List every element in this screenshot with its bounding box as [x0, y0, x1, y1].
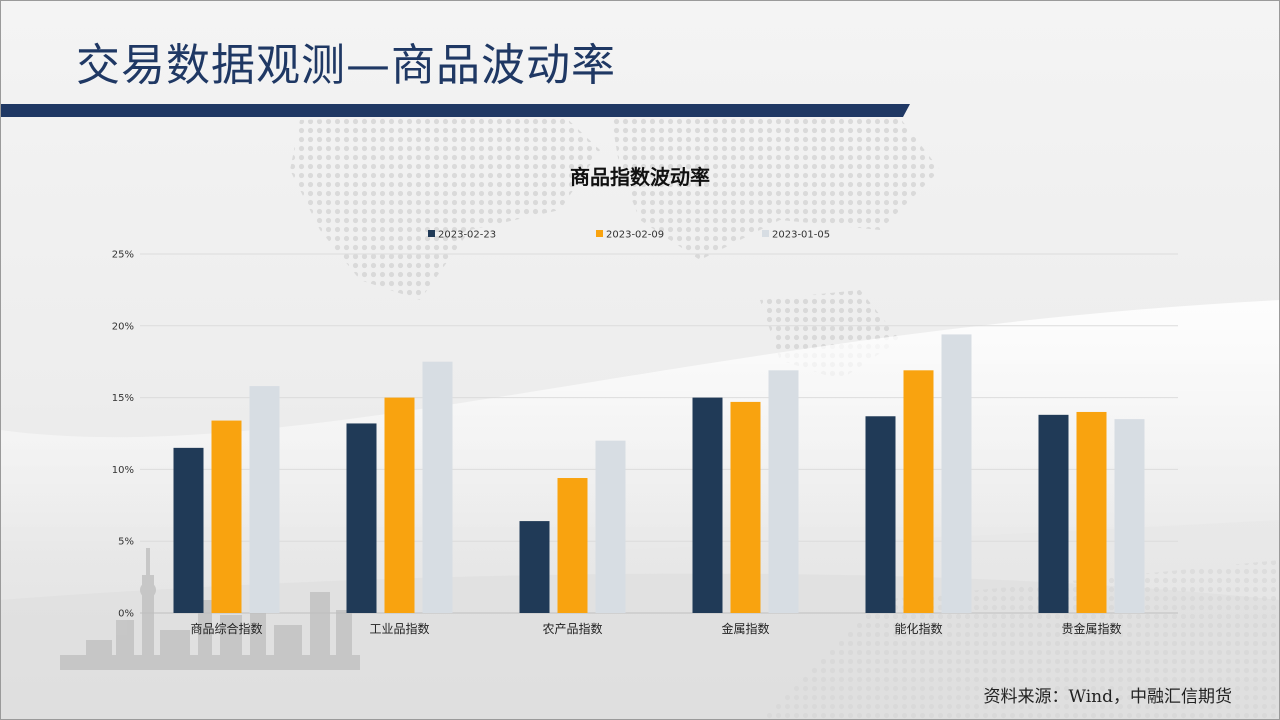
chart-title: 商品指数波动率 — [570, 165, 710, 189]
bar — [249, 386, 280, 613]
y-tick-label: 5% — [118, 537, 134, 548]
bar — [211, 420, 242, 613]
bar — [692, 397, 723, 613]
y-axis: 0% 5% 10% 15% 20% 25% — [112, 250, 134, 620]
x-tick-label: 农产品指数 — [542, 621, 602, 636]
legend-swatch — [596, 230, 603, 237]
legend-swatch — [762, 230, 769, 237]
y-tick-label: 10% — [112, 465, 134, 476]
y-tick-label: 15% — [112, 393, 134, 404]
gridlines — [140, 253, 1178, 614]
y-tick-label: 0% — [118, 609, 134, 620]
page-title: 交易数据观测—商品波动率 — [76, 40, 616, 91]
chart-legend: 2023-02-23 2023-02-09 2023-01-05 — [428, 230, 830, 241]
bar — [941, 334, 972, 613]
x-tick-label: 金属指数 — [721, 621, 769, 636]
legend-label: 2023-01-05 — [772, 230, 830, 241]
bar — [1038, 414, 1069, 613]
y-tick-label: 20% — [112, 321, 134, 332]
x-tick-label: 工业品指数 — [369, 621, 429, 636]
x-tick-label: 商品综合指数 — [190, 621, 262, 636]
source-note: 资料来源：Wind，中融汇信期货 — [983, 687, 1232, 707]
bar — [519, 521, 550, 613]
bar — [1076, 411, 1107, 613]
bar — [730, 401, 761, 613]
x-tick-label: 贵金属指数 — [1061, 621, 1121, 636]
bar — [768, 370, 799, 613]
x-tick-label: 能化指数 — [894, 621, 942, 636]
bar — [173, 447, 204, 613]
bar — [384, 397, 415, 613]
bar — [557, 478, 588, 613]
bar — [346, 423, 377, 613]
bar — [422, 361, 453, 613]
x-axis: 商品综合指数 工业品指数 农产品指数 金属指数 能化指数 贵金属指数 — [190, 621, 1121, 636]
bar — [865, 416, 896, 613]
legend-label: 2023-02-09 — [606, 230, 664, 241]
bars — [173, 334, 1145, 613]
legend-swatch — [428, 230, 435, 237]
bar — [903, 370, 934, 613]
bar — [595, 440, 626, 613]
legend-label: 2023-02-23 — [438, 230, 496, 241]
bar — [1114, 419, 1145, 613]
y-tick-label: 25% — [112, 250, 134, 261]
title-underline-bar — [0, 104, 910, 117]
